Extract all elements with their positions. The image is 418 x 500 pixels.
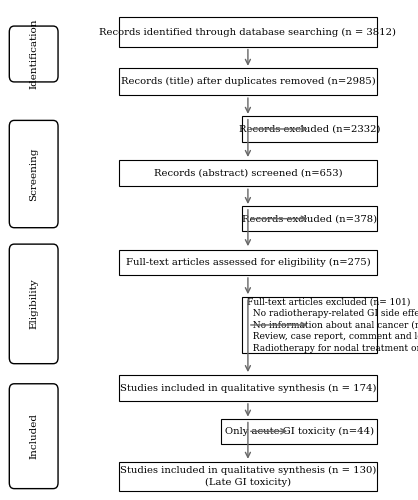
Text: Studies included in qualitative synthesis (n = 130)
(Late GI toxicity): Studies included in qualitative synthesi…: [120, 466, 376, 487]
FancyBboxPatch shape: [119, 376, 377, 401]
FancyBboxPatch shape: [9, 244, 58, 364]
Text: Full-text articles excluded (n= 101)
  No radiotherapy-related GI side effect (n: Full-text articles excluded (n= 101) No …: [247, 298, 418, 352]
FancyBboxPatch shape: [119, 462, 377, 491]
Text: Only acute GI toxicity (n=44): Only acute GI toxicity (n=44): [224, 426, 374, 436]
Text: Records identified through database searching (n = 3812): Records identified through database sear…: [99, 28, 396, 36]
FancyBboxPatch shape: [221, 418, 377, 444]
Text: Studies included in qualitative synthesis (n = 174): Studies included in qualitative synthesi…: [120, 384, 376, 392]
FancyBboxPatch shape: [9, 120, 58, 228]
FancyBboxPatch shape: [119, 18, 377, 46]
FancyBboxPatch shape: [242, 297, 377, 353]
Text: Included: Included: [29, 413, 38, 459]
Text: Screening: Screening: [29, 148, 38, 201]
Text: Eligibility: Eligibility: [29, 278, 38, 330]
Text: Records excluded (n=2332): Records excluded (n=2332): [239, 124, 380, 134]
FancyBboxPatch shape: [9, 26, 58, 82]
FancyBboxPatch shape: [119, 250, 377, 275]
FancyBboxPatch shape: [119, 160, 377, 186]
Text: Records (title) after duplicates removed (n=2985): Records (title) after duplicates removed…: [120, 78, 375, 86]
FancyBboxPatch shape: [119, 68, 377, 96]
Text: Identification: Identification: [29, 18, 38, 89]
FancyBboxPatch shape: [242, 206, 377, 232]
Text: Full-text articles assessed for eligibility (n=275): Full-text articles assessed for eligibil…: [125, 258, 370, 267]
Text: Records excluded (n=378): Records excluded (n=378): [242, 214, 377, 223]
FancyBboxPatch shape: [242, 116, 377, 141]
Text: Records (abstract) screened (n=653): Records (abstract) screened (n=653): [153, 168, 342, 177]
FancyBboxPatch shape: [9, 384, 58, 488]
